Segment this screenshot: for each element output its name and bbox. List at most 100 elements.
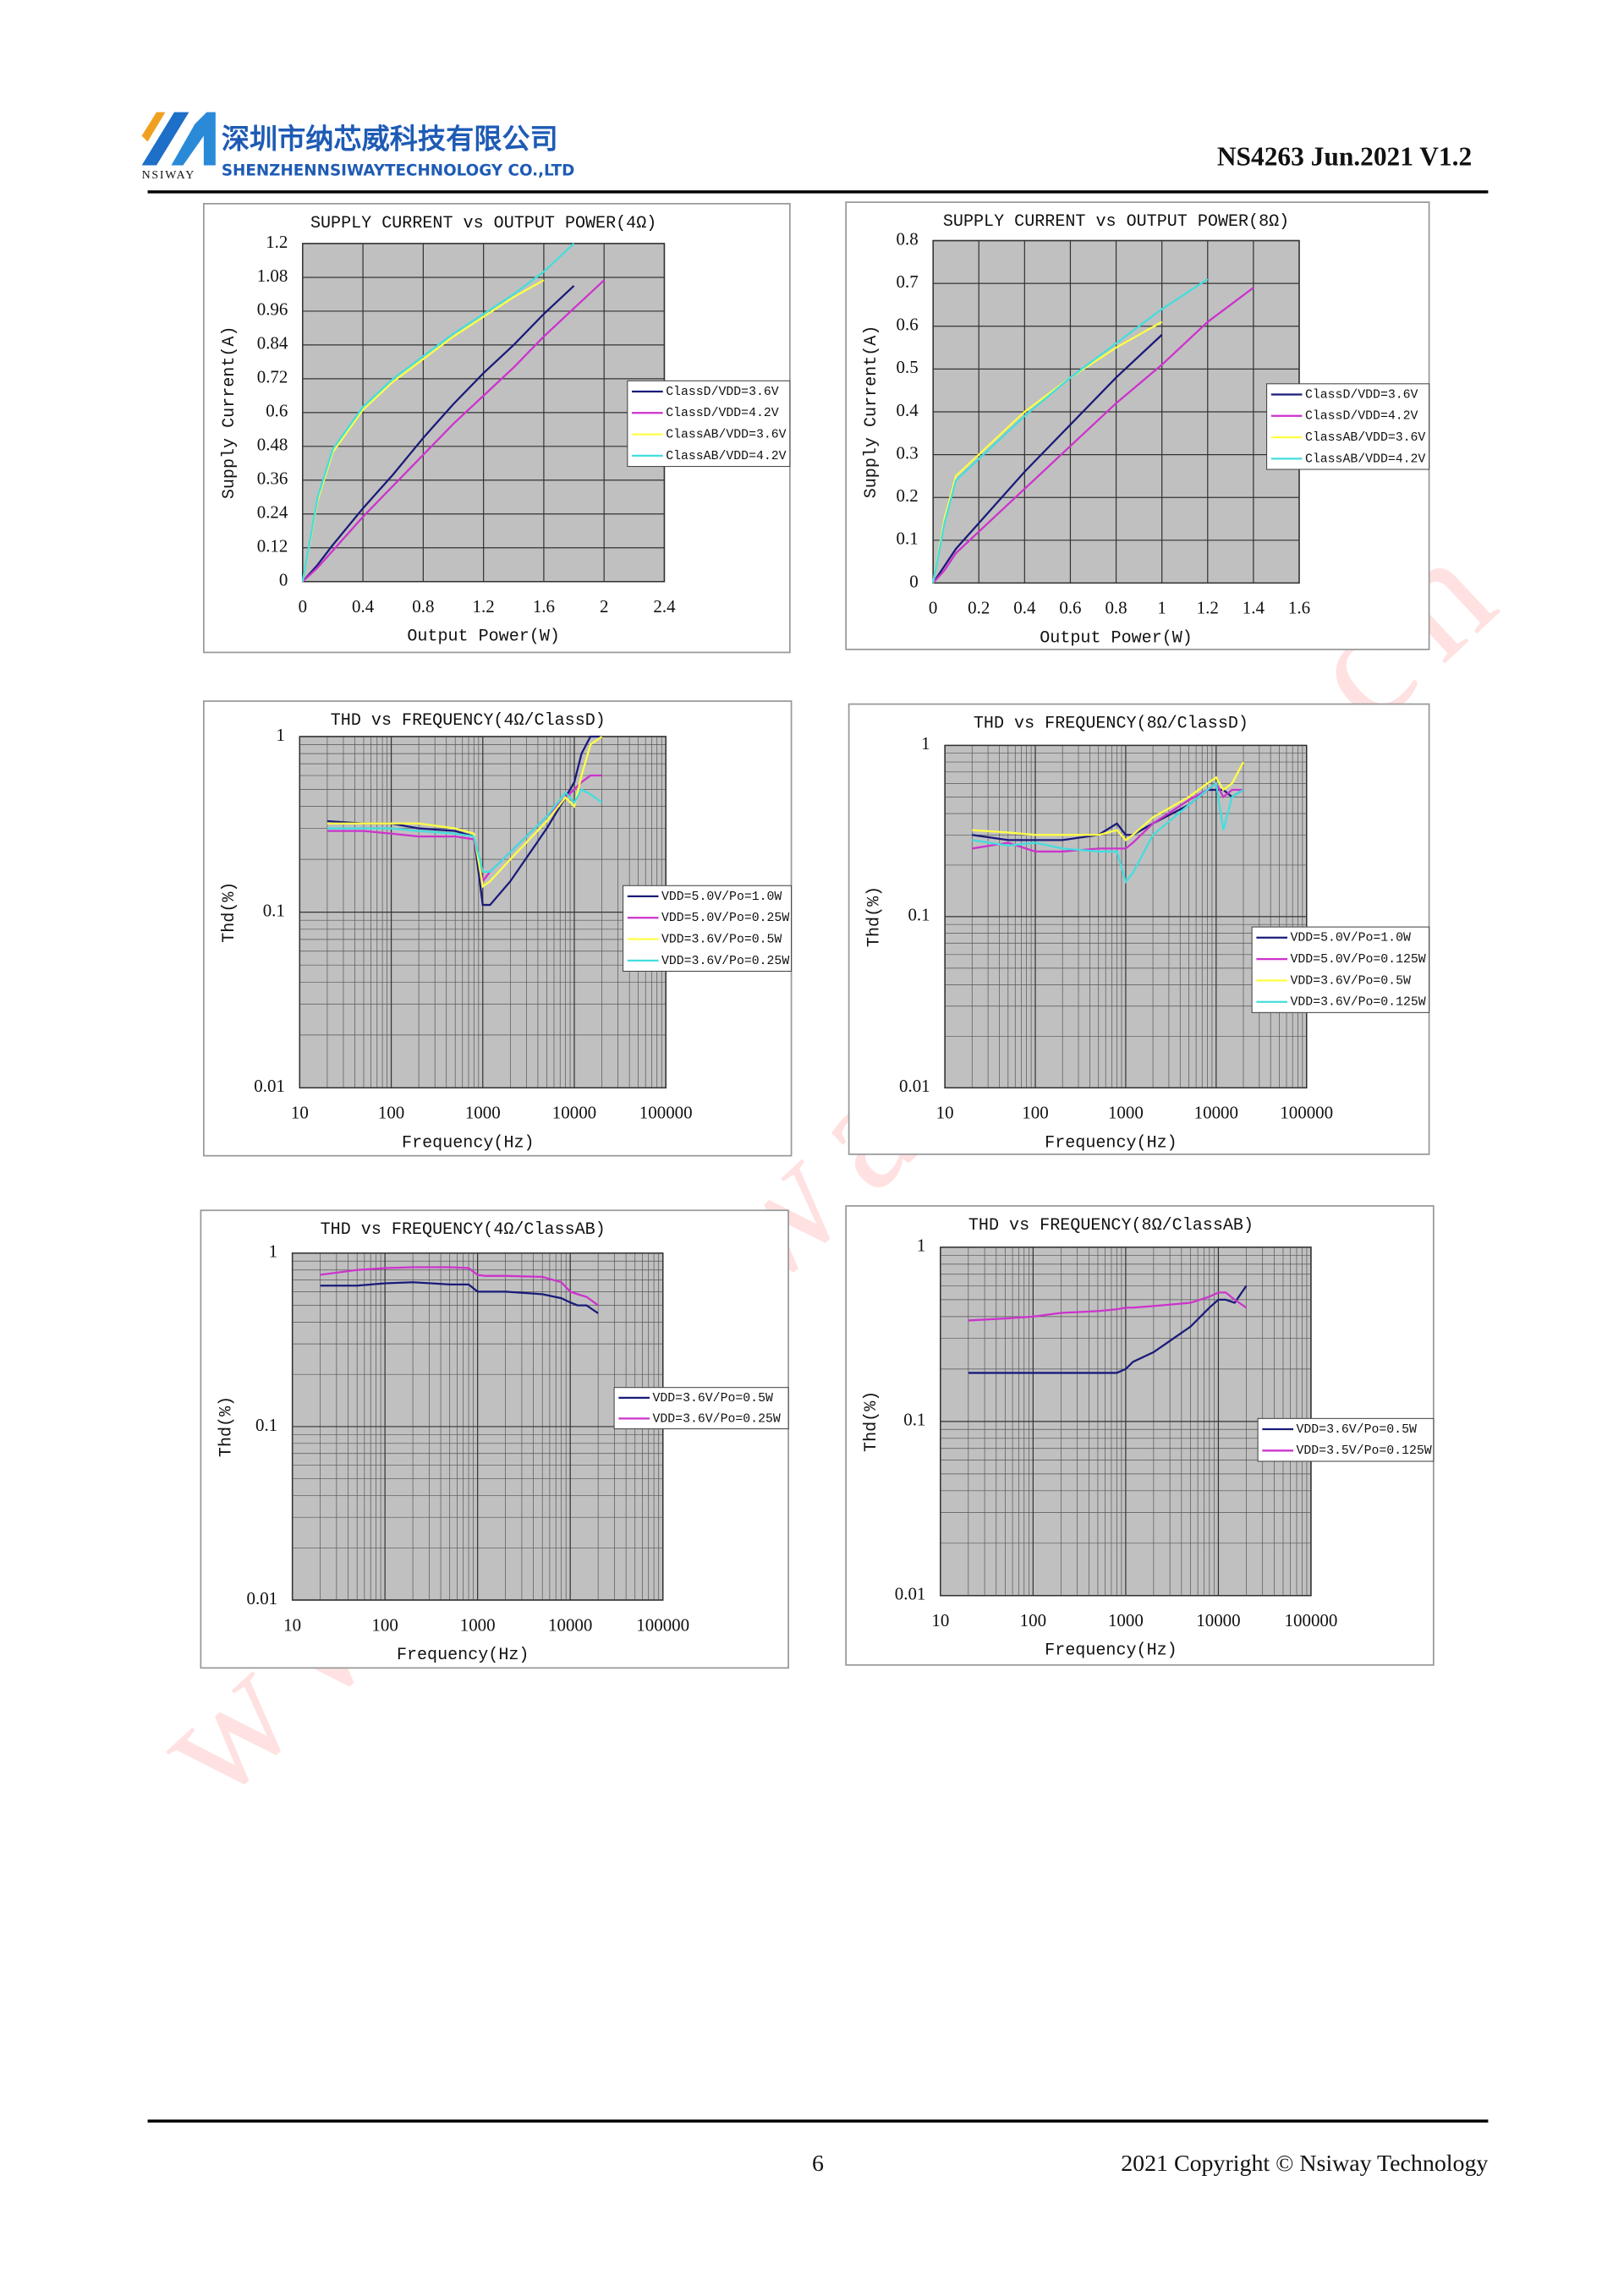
series-line [326, 787, 603, 873]
x-axis-label: Frequency(Hz) [397, 1646, 529, 1665]
x-tick-label: 10000 [552, 1103, 596, 1123]
y-tick-label: 0.96 [257, 299, 288, 320]
x-axis-label: Frequency(Hz) [1045, 1641, 1177, 1661]
y-tick-label: 0.3 [896, 442, 918, 463]
y-axis-label: Supply Current(A) [220, 326, 239, 500]
x-tick-label: 100 [378, 1103, 404, 1123]
x-tick-label: 0 [929, 598, 937, 618]
series-line [972, 781, 1243, 853]
legend-box [1251, 926, 1430, 1013]
series-line [326, 735, 602, 907]
series-line [968, 1285, 1248, 1374]
y-tick-label: 0.84 [257, 333, 288, 353]
x-axis-label: Output Power(W) [407, 627, 560, 647]
legend-label: VDD=3.6V/Po=0.5W [652, 1392, 772, 1406]
legend-label: ClassAB/VDD=4.2V [666, 450, 786, 463]
x-tick-label: 1.4 [1243, 598, 1265, 618]
x-tick-label: 0.8 [412, 596, 434, 616]
legend-label: ClassD/VDD=3.6V [1305, 388, 1418, 402]
logo-mark [171, 112, 216, 166]
y-tick-label: 0.7 [896, 271, 918, 292]
x-tick-label: 100 [1022, 1103, 1048, 1123]
x-tick-label: 0 [299, 596, 307, 616]
series-line [302, 279, 605, 583]
y-axis-label: Thd(%) [217, 1396, 236, 1457]
y-tick-label: 0.24 [257, 502, 288, 523]
y-tick-label: 0.01 [895, 1584, 926, 1604]
series-line [968, 1291, 1248, 1322]
legend-label: ClassD/VDD=4.2V [666, 407, 779, 420]
x-tick-label: 10 [291, 1103, 309, 1123]
legend-label: ClassAB/VDD=3.6V [1305, 431, 1425, 445]
series-line [320, 1281, 599, 1314]
x-tick-label: 10000 [1196, 1610, 1240, 1630]
y-axis-label: Thd(%) [862, 1391, 881, 1452]
chart-title: THD vs FREQUENCY(8Ω/ClassAB) [968, 1216, 1254, 1236]
y-tick-label: 0.1 [263, 900, 285, 920]
x-tick-label: 100000 [1280, 1103, 1333, 1123]
series-line [932, 278, 1209, 584]
series-line [301, 285, 575, 583]
x-tick-label: 100000 [636, 1614, 689, 1635]
x-tick-label: 1.2 [473, 596, 495, 616]
legend-label: VDD=5.0V/Po=0.125W [1291, 953, 1426, 967]
legend-box [1257, 1417, 1435, 1462]
legend-label: ClassAB/VDD=3.6V [666, 429, 786, 442]
y-tick-label: 0.1 [255, 1415, 277, 1435]
y-tick-label: 1 [917, 1236, 925, 1256]
x-axis-label: Frequency(Hz) [402, 1133, 535, 1153]
y-tick-label: 0.6 [896, 315, 918, 335]
series-line [932, 321, 1163, 584]
chart-title: SUPPLY CURRENT vs OUTPUT POWER(4Ω) [310, 214, 656, 233]
y-axis-label: Thd(%) [865, 886, 885, 947]
y-tick-label: 0.5 [896, 357, 918, 377]
logo-text: NSIWAY [142, 169, 195, 182]
y-tick-label: 0 [909, 571, 918, 591]
y-tick-label: 1 [921, 733, 930, 753]
chart-title: THD vs FREQUENCY(8Ω/ClassD) [974, 715, 1248, 734]
series-line [932, 287, 1254, 584]
company-name-cn: 深圳市纳芯威科技有限公司 [222, 122, 558, 155]
y-tick-label: 0.36 [257, 469, 288, 489]
y-tick-label: 0.4 [896, 400, 919, 420]
x-tick-label: 2.4 [653, 596, 676, 616]
x-tick-label: 100000 [1285, 1610, 1338, 1630]
y-tick-label: 0.1 [903, 1410, 925, 1430]
legend-label: VDD=3.6V/Po=0.5W [661, 933, 782, 946]
page-number: 6 [812, 2151, 824, 2177]
y-tick-label: 0.8 [896, 228, 918, 249]
x-tick-label: 10000 [1194, 1103, 1238, 1123]
x-tick-label: 1000 [1108, 1103, 1144, 1123]
y-tick-label: 0.6 [266, 401, 288, 421]
x-tick-label: 1.2 [1197, 598, 1219, 618]
y-tick-label: 0.01 [247, 1588, 278, 1608]
legend-label: VDD=5.0V/Po=0.25W [661, 912, 789, 925]
y-tick-label: 1 [269, 1241, 277, 1262]
legend-label: VDD=5.0V/Po=1.0W [661, 890, 782, 904]
y-tick-label: 1.2 [266, 232, 288, 252]
x-tick-label: 0.2 [968, 598, 990, 618]
legend-label: VDD=3.6V/Po=0.5W [1296, 1423, 1416, 1437]
x-tick-label: 0.8 [1105, 598, 1127, 618]
x-tick-label: 1 [1157, 598, 1166, 618]
copyright: 2021 Copyright © Nsiway Technology [1121, 2151, 1488, 2177]
document-id: NS4263 Jun.2021 V1.2 [1217, 142, 1472, 172]
x-tick-label: 1.6 [1288, 598, 1310, 618]
legend-box [623, 885, 793, 973]
y-tick-label: 0.01 [899, 1076, 930, 1096]
y-tick-label: 0.48 [257, 435, 288, 455]
x-axis-label: Output Power(W) [1040, 628, 1193, 648]
legend-label: VDD=3.6V/Po=0.25W [652, 1412, 780, 1426]
legend-box [627, 380, 791, 468]
y-tick-label: 0.72 [257, 367, 288, 387]
company-name-en: SHENZHENNSIWAYTECHNOLOGY CO.,LTD [222, 162, 575, 179]
series-line [326, 736, 603, 889]
series-line [972, 761, 1244, 841]
x-tick-label: 2 [600, 596, 608, 616]
x-tick-label: 10000 [548, 1614, 592, 1635]
y-tick-label: 0.2 [896, 485, 918, 506]
x-tick-label: 10 [931, 1610, 949, 1630]
legend-label: ClassD/VDD=3.6V [666, 386, 779, 399]
y-tick-label: 0.1 [908, 905, 930, 925]
